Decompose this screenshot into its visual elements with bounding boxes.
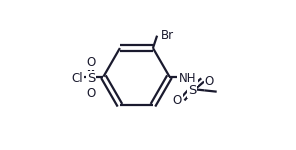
- Text: O: O: [86, 56, 96, 69]
- Text: Br: Br: [161, 29, 174, 42]
- Text: Cl: Cl: [71, 72, 83, 85]
- Text: O: O: [173, 94, 182, 107]
- Text: NH: NH: [179, 72, 197, 85]
- Text: S: S: [188, 84, 196, 97]
- Text: O: O: [86, 87, 96, 100]
- Text: O: O: [205, 75, 214, 88]
- Text: S: S: [87, 72, 95, 85]
